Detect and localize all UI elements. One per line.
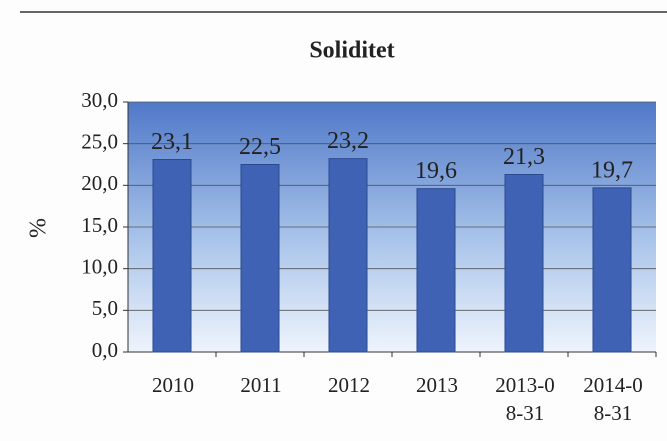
bar xyxy=(504,174,544,353)
bar xyxy=(416,188,456,353)
y-axis-label: % xyxy=(26,218,52,238)
x-tick-label: 2010 xyxy=(152,373,194,397)
x-tick-label: 2014-08-31 xyxy=(583,373,643,425)
bar xyxy=(328,158,368,353)
bar xyxy=(240,164,280,353)
value-label: 21,3 xyxy=(503,144,545,170)
x-tick-label: 2013 xyxy=(416,373,458,397)
bar xyxy=(592,187,632,353)
x-tick-label: 2011 xyxy=(240,373,282,397)
y-tick-label: 10,0 xyxy=(81,254,118,278)
x-tick-label: 2013-08-31 xyxy=(495,373,555,425)
value-label: 19,7 xyxy=(591,157,633,183)
y-tick-label: 30,0 xyxy=(81,88,118,112)
value-label: 19,6 xyxy=(415,158,457,184)
chart-title: Soliditet xyxy=(309,38,394,64)
x-tick-label: 2012 xyxy=(328,373,370,397)
value-label: 23,1 xyxy=(151,129,193,155)
y-tick-label: 20,0 xyxy=(81,171,118,195)
y-tick-label: 25,0 xyxy=(81,129,118,153)
y-tick-label: 5,0 xyxy=(92,296,118,320)
value-label: 22,5 xyxy=(239,134,281,160)
y-tick-label: 15,0 xyxy=(81,213,118,237)
value-label: 23,2 xyxy=(327,128,369,154)
y-tick-label: 0,0 xyxy=(92,338,118,362)
bar xyxy=(152,159,192,353)
